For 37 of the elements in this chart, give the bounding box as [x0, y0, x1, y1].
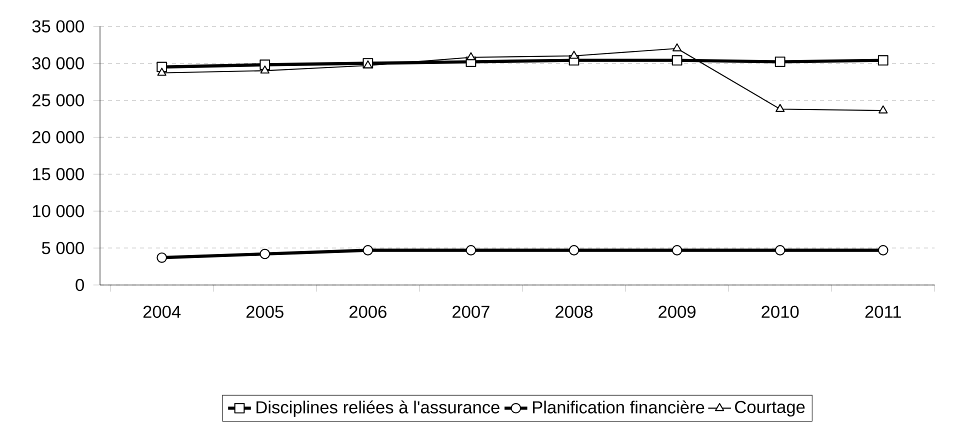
point: [466, 52, 476, 60]
point: [672, 55, 682, 66]
x-tick-label: 2007: [452, 306, 490, 318]
x-tick-label: 2011: [865, 306, 901, 318]
y-tick-label: 25 000: [32, 94, 84, 106]
legend-label: Disciplines reliées à l'assurance: [256, 400, 500, 417]
point: [776, 104, 785, 112]
point: [878, 55, 888, 66]
point: [672, 43, 682, 52]
point: [569, 50, 579, 59]
point: [260, 65, 270, 74]
y-tick-label: 10 000: [32, 204, 84, 218]
legend-label: Courtage: [735, 400, 805, 417]
point: [774, 56, 786, 68]
y-tick-label: 0: [76, 278, 84, 292]
legend-label: Planification financière: [532, 400, 704, 414]
x-tick-label: 2010: [762, 306, 799, 318]
point: [362, 245, 374, 256]
y-tick-label: 35 000: [32, 20, 84, 32]
point: [878, 245, 888, 256]
y-tick-label: 15 000: [32, 168, 84, 180]
point: [157, 68, 166, 76]
x-tick-label: 2006: [350, 306, 386, 318]
y-tick-label: 5 000: [42, 242, 84, 254]
x-tick-label: 2009: [658, 306, 696, 318]
point: [878, 105, 888, 114]
point: [672, 245, 682, 256]
point: [156, 252, 168, 263]
y-tick-label: 30 000: [32, 57, 84, 70]
x-tick-label: 2005: [246, 306, 284, 318]
point: [260, 248, 270, 260]
point: [568, 245, 580, 256]
x-tick-label: 2008: [556, 306, 593, 318]
y-tick-label: 20 000: [32, 131, 84, 144]
point: [774, 245, 786, 256]
point: [466, 245, 476, 256]
x-tick-label: 2004: [143, 306, 181, 318]
